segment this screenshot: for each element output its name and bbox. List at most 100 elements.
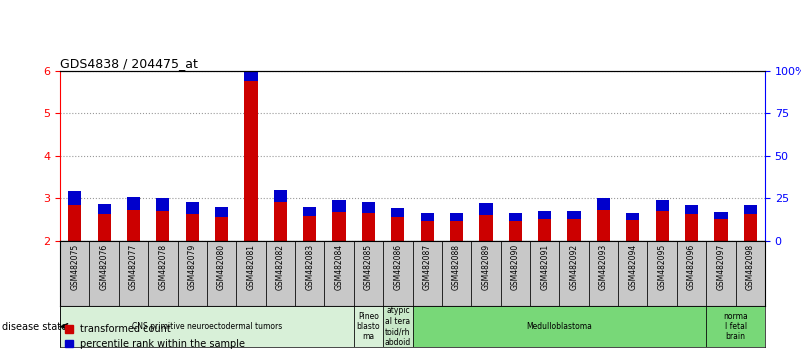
Bar <box>530 241 559 306</box>
Bar <box>60 306 354 347</box>
Bar <box>647 241 677 306</box>
Text: GSM482098: GSM482098 <box>746 244 755 290</box>
Bar <box>156 211 170 241</box>
Text: GSM482083: GSM482083 <box>305 244 314 290</box>
Text: GSM482089: GSM482089 <box>481 244 490 290</box>
Bar <box>589 241 618 306</box>
Text: CNS primitive neuroectodermal tumors: CNS primitive neuroectodermal tumors <box>132 322 282 331</box>
Bar <box>413 306 706 347</box>
Bar <box>186 202 199 215</box>
Bar <box>332 200 346 212</box>
Bar <box>567 219 581 241</box>
Bar <box>677 241 706 306</box>
Bar <box>501 241 530 306</box>
Bar <box>266 241 295 306</box>
Bar <box>186 215 199 241</box>
Bar <box>244 51 258 81</box>
Bar <box>706 241 735 306</box>
Bar <box>303 207 316 216</box>
Bar <box>148 241 178 306</box>
Text: GSM482091: GSM482091 <box>540 244 549 290</box>
Bar <box>597 210 610 241</box>
Bar <box>655 200 669 211</box>
Bar <box>714 212 727 219</box>
Text: GSM482092: GSM482092 <box>570 244 578 290</box>
Bar <box>735 241 765 306</box>
Bar <box>60 241 90 306</box>
Bar <box>479 203 493 215</box>
Bar <box>450 213 463 221</box>
Bar <box>236 241 266 306</box>
Bar <box>714 219 727 241</box>
Bar <box>215 217 228 241</box>
Text: GSM482077: GSM482077 <box>129 244 138 290</box>
Text: atypic
al tera
toid/rh
abdoid: atypic al tera toid/rh abdoid <box>384 307 411 347</box>
Bar <box>538 211 551 219</box>
Bar <box>413 241 442 306</box>
Bar <box>362 213 375 241</box>
Text: GDS4838 / 204475_at: GDS4838 / 204475_at <box>60 57 198 70</box>
Bar <box>509 221 522 241</box>
Bar <box>127 196 140 210</box>
Bar <box>626 220 639 241</box>
Bar <box>303 216 316 241</box>
Text: GSM482084: GSM482084 <box>335 244 344 290</box>
Bar <box>743 205 757 215</box>
Bar <box>655 211 669 241</box>
Bar <box>119 241 148 306</box>
Bar <box>156 198 170 211</box>
Bar <box>274 202 287 241</box>
Bar <box>391 217 405 241</box>
Text: GSM482086: GSM482086 <box>393 244 402 290</box>
Bar <box>127 210 140 241</box>
Bar <box>685 205 698 214</box>
Bar <box>567 211 581 219</box>
Text: GSM482078: GSM482078 <box>159 244 167 290</box>
Bar <box>509 213 522 221</box>
Bar <box>421 221 434 241</box>
Bar <box>98 215 111 241</box>
Text: Medulloblastoma: Medulloblastoma <box>526 322 592 331</box>
Bar <box>68 205 82 241</box>
Bar <box>450 221 463 241</box>
Bar <box>98 204 111 215</box>
Bar <box>178 241 207 306</box>
Bar <box>471 241 501 306</box>
Bar <box>90 241 119 306</box>
Bar <box>295 241 324 306</box>
Bar <box>274 190 287 202</box>
Text: disease state: disease state <box>2 321 66 332</box>
Text: GSM482085: GSM482085 <box>364 244 373 290</box>
Bar <box>626 213 639 220</box>
Text: GSM482094: GSM482094 <box>628 244 638 290</box>
Bar <box>324 241 354 306</box>
Bar <box>68 191 82 205</box>
Bar <box>743 215 757 241</box>
Bar <box>685 214 698 241</box>
Bar <box>706 306 765 347</box>
Bar <box>479 215 493 241</box>
Bar <box>597 198 610 210</box>
Bar <box>421 213 434 221</box>
Text: GSM482093: GSM482093 <box>599 244 608 290</box>
Text: GSM482090: GSM482090 <box>511 244 520 290</box>
Text: GSM482097: GSM482097 <box>716 244 726 290</box>
Bar <box>559 241 589 306</box>
Bar <box>215 207 228 217</box>
Text: GSM482079: GSM482079 <box>187 244 197 290</box>
Text: GSM482080: GSM482080 <box>217 244 226 290</box>
Bar <box>391 208 405 217</box>
Text: GSM482076: GSM482076 <box>99 244 109 290</box>
Bar <box>354 306 383 347</box>
Bar <box>244 81 258 241</box>
Text: GSM482075: GSM482075 <box>70 244 79 290</box>
Bar <box>618 241 647 306</box>
Text: GSM482082: GSM482082 <box>276 244 285 290</box>
Bar <box>362 202 375 213</box>
Bar <box>538 219 551 241</box>
Text: GSM482087: GSM482087 <box>423 244 432 290</box>
Text: Pineo
blasto
ma: Pineo blasto ma <box>356 312 380 342</box>
Bar <box>383 306 413 347</box>
Text: GSM482096: GSM482096 <box>687 244 696 290</box>
Bar <box>442 241 471 306</box>
